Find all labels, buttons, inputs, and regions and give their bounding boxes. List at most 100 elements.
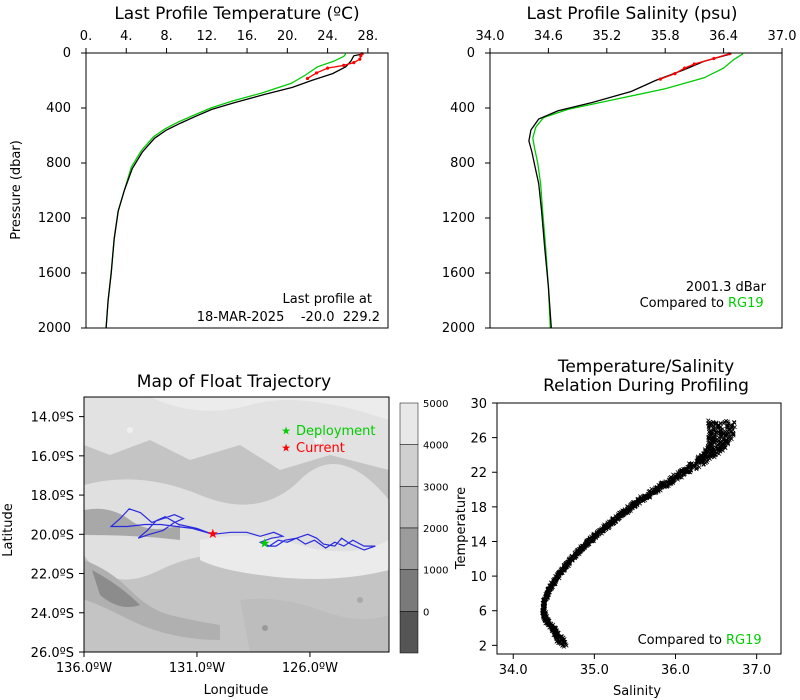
ts-ylabel: Temperature <box>454 487 469 570</box>
ts-point <box>714 420 719 425</box>
temperature-x-tick-label: 4. <box>120 29 132 44</box>
ts-point <box>634 502 640 507</box>
ts-point <box>546 623 551 628</box>
ts-point <box>553 632 558 637</box>
salinity-panel: Last Profile Salinity (psu) 34.0 34.6 35.2… <box>442 4 797 336</box>
ts-point <box>666 481 672 486</box>
ts-point <box>718 421 723 426</box>
salinity-series-line <box>532 53 744 329</box>
salinity-y-tick-label: 0 <box>467 46 475 61</box>
ts-point <box>703 452 708 457</box>
ts-point <box>601 528 606 533</box>
ts-point <box>721 445 726 450</box>
map-x-tick-label: 126.0ºW <box>282 661 338 676</box>
ts-point <box>678 469 683 474</box>
ts-point <box>612 520 617 526</box>
ts-annotation-reference: RG19 <box>726 633 762 648</box>
temperature-annotation-line-1: Last profile at <box>283 292 372 307</box>
colorbar-tick-label: 5000 <box>423 399 448 410</box>
temperature-series-line <box>105 53 364 329</box>
ts-point <box>584 538 589 543</box>
salinity-x-tick-label: 35.2 <box>592 29 621 44</box>
ts-point <box>648 492 653 497</box>
legend-deployment-star-icon: ★ <box>281 425 291 438</box>
salinity-x-tick-label: 35.8 <box>651 29 680 44</box>
salinity-y-tick-label: 1200 <box>442 211 475 226</box>
ts-y-tick-label: 22 <box>470 466 487 481</box>
ts-point <box>562 567 567 572</box>
ts-point <box>715 423 720 428</box>
ts-point <box>692 463 697 468</box>
ts-y-tick-label: 14 <box>470 535 487 550</box>
current-star-icon: ★ <box>207 527 219 542</box>
salinity-series-point <box>658 77 662 81</box>
ts-y-tick-label: 30 <box>470 397 487 412</box>
map-y-tick-label: 14.0ºS <box>31 411 74 426</box>
salinity-x-tick-label: 37.0 <box>768 29 797 44</box>
ts-point <box>724 418 729 423</box>
ts-point <box>711 436 716 442</box>
ts-y-tick-label: 26 <box>470 432 487 447</box>
map-ticks: 136.0ºW 131.0ºW 126.0ºW 14.0ºS 16.0ºS 18.0ºS 2… <box>31 411 338 676</box>
ts-point <box>604 527 609 532</box>
temperature-y-tick-label: 1200 <box>38 211 71 226</box>
ts-point <box>617 513 622 518</box>
ts-point <box>545 587 550 592</box>
ts-point <box>607 519 612 524</box>
ts-point <box>718 433 723 438</box>
salinity-annotation-reference: RG19 <box>728 296 764 311</box>
salinity-plot-frame <box>489 52 783 329</box>
salinity-series-point <box>692 62 697 66</box>
ts-y-tick-label: 10 <box>470 570 487 585</box>
ts-point <box>697 456 702 461</box>
temperature-ticks: 0. 4. 8. 12. 16. 20. 24. 28. 0 400 800 1200 1600 2000 <box>38 29 378 336</box>
temperature-series-point <box>314 71 319 75</box>
ts-point <box>705 446 710 451</box>
legend-current-label: Current <box>296 441 345 456</box>
map-title: Map of Float Trajectory <box>137 372 331 392</box>
ts-point <box>660 483 665 488</box>
temperature-plot-frame <box>85 52 389 329</box>
ts-panel: Temperature/Salinity Relation During Pro… <box>454 357 782 699</box>
temperature-x-tick-label: 28. <box>358 29 379 44</box>
ts-point <box>591 538 596 544</box>
ts-point <box>703 451 708 456</box>
ts-point <box>592 534 597 539</box>
ts-point <box>647 494 652 499</box>
ts-point <box>545 617 550 622</box>
ts-point <box>719 440 724 445</box>
temperature-series-point <box>358 57 362 61</box>
ts-point <box>671 475 676 480</box>
ts-point <box>724 423 729 429</box>
ts-point <box>573 556 578 561</box>
colorbar-tick-label: 0 <box>423 607 429 618</box>
ts-point <box>711 435 716 440</box>
ts-point <box>675 473 680 478</box>
temperature-title: Last Profile Temperature (ºC) <box>114 4 359 24</box>
temperature-series-point <box>326 66 330 70</box>
map-x-tick-label: 136.0ºW <box>56 661 112 676</box>
ts-point <box>551 578 556 583</box>
salinity-y-tick-label: 400 <box>450 101 475 116</box>
temperature-ylabel: Pressure (dbar) <box>9 140 24 240</box>
temperature-series-point <box>305 76 310 81</box>
ts-point <box>724 437 729 442</box>
map-x-tick-label: 131.0ºW <box>169 661 225 676</box>
ts-point <box>732 420 737 425</box>
ts-point <box>634 502 639 507</box>
ts-point <box>643 495 648 500</box>
ts-point <box>575 550 580 555</box>
salinity-ticks: 34.0 34.6 35.2 35.8 36.4 37.0 0 400 800 1200 1600 2… <box>442 29 797 336</box>
ts-point <box>584 541 590 546</box>
ts-point <box>717 431 722 436</box>
ts-point <box>668 478 673 483</box>
map-frame <box>83 396 390 653</box>
colorbar-band <box>399 569 419 612</box>
ts-point <box>720 448 725 453</box>
salinity-x-tick-label: 34.0 <box>476 29 505 44</box>
ts-point <box>652 490 657 495</box>
colorbar-tick-label: 1000 <box>423 566 448 577</box>
ts-point <box>554 574 559 579</box>
ts-point <box>543 596 548 601</box>
